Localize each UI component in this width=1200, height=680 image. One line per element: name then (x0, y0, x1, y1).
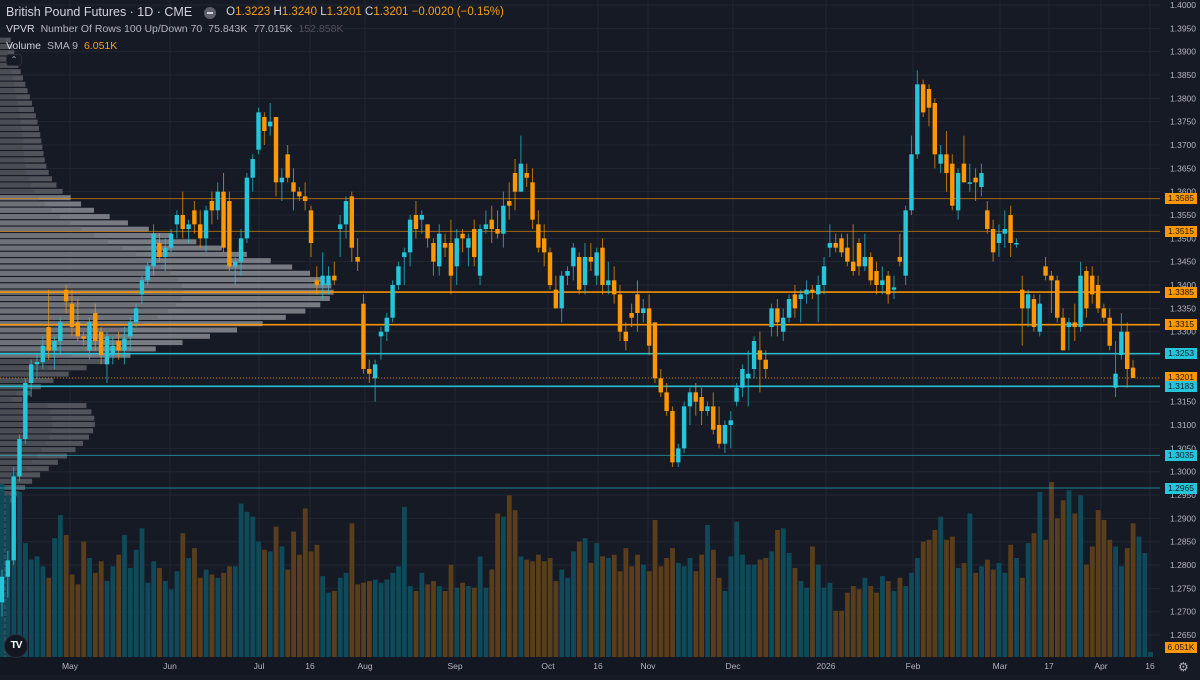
high-label: H (273, 6, 282, 18)
svg-text:Nov: Nov (640, 661, 656, 671)
price-tag: 1.3515 (1165, 225, 1197, 237)
ohlc-values: O1.3223 H1.3240 L1.3201 C1.3201 −0.0020 … (226, 4, 504, 21)
svg-text:2026: 2026 (817, 661, 836, 671)
low-value: 1.3201 (326, 6, 362, 18)
volume-name[interactable]: Volume (6, 40, 42, 52)
collapse-legend-button[interactable]: ⌃ (6, 54, 22, 66)
minus-circle-icon[interactable] (204, 6, 217, 19)
svg-text:1.3500: 1.3500 (1170, 233, 1196, 243)
svg-text:Feb: Feb (906, 661, 921, 671)
svg-text:1.3600: 1.3600 (1170, 187, 1196, 197)
open-value: 1.3223 (235, 6, 271, 18)
svg-text:1.2900: 1.2900 (1170, 513, 1196, 523)
svg-text:Jul: Jul (254, 661, 265, 671)
svg-text:1.3400: 1.3400 (1170, 280, 1196, 290)
svg-text:Jun: Jun (163, 661, 177, 671)
svg-text:Aug: Aug (357, 661, 372, 671)
svg-text:Oct: Oct (541, 661, 555, 671)
svg-text:1.3800: 1.3800 (1170, 93, 1196, 103)
svg-text:1.2750: 1.2750 (1170, 583, 1196, 593)
svg-text:1.2850: 1.2850 (1170, 537, 1196, 547)
vpvr-params: Number Of Rows 100 Up/Down 70 (40, 23, 203, 35)
price-axis[interactable]: 1.4000 1.3950 1.3900 1.3850 1.3800 1.3750 1.37… (1170, 0, 1196, 640)
time-axis-bg (0, 657, 1160, 675)
svg-text:16: 16 (305, 661, 315, 671)
svg-text:1.3050: 1.3050 (1170, 443, 1196, 453)
svg-text:1.3750: 1.3750 (1170, 117, 1196, 127)
svg-text:Mar: Mar (993, 661, 1008, 671)
svg-text:1.3450: 1.3450 (1170, 257, 1196, 267)
vpvr-row[interactable]: VPVR Number Of Rows 100 Up/Down 70 75.84… (6, 21, 504, 38)
price-tag: 1.2965 (1165, 482, 1197, 494)
price-tag: 1.3315 (1165, 319, 1197, 331)
svg-text:1.4000: 1.4000 (1170, 0, 1196, 10)
svg-text:1.2650: 1.2650 (1170, 630, 1196, 640)
close-label: C (365, 6, 374, 18)
svg-text:1.3300: 1.3300 (1170, 327, 1196, 337)
price-tag: 1.3385 (1165, 286, 1197, 298)
price-tag: 1.3253 (1165, 348, 1197, 360)
svg-text:1.2700: 1.2700 (1170, 607, 1196, 617)
price-tag: 1.3035 (1165, 449, 1197, 461)
chart-legend: British Pound Futures · 1D · CME O1.3223… (6, 4, 504, 55)
change-value: −0.0020 (−0.15%) (411, 6, 504, 18)
volume-row[interactable]: Volume SMA 9 6.051K (6, 38, 504, 55)
svg-text:1.2950: 1.2950 (1170, 490, 1196, 500)
svg-text:17: 17 (1044, 661, 1054, 671)
svg-text:Sep: Sep (447, 661, 462, 671)
volume-bars (0, 472, 1154, 657)
price-axis-bg (1160, 0, 1200, 675)
vpvr-up-volume: 75.843K (208, 23, 248, 35)
svg-text:1.3950: 1.3950 (1170, 23, 1196, 33)
horizontal-levels[interactable] (0, 198, 1160, 489)
svg-text:May: May (62, 661, 79, 671)
volume-params: SMA 9 (47, 40, 78, 52)
vpvr-name[interactable]: VPVR (6, 23, 35, 35)
svg-text:1.3350: 1.3350 (1170, 303, 1196, 313)
symbol-title[interactable]: British Pound Futures · 1D · CME (6, 5, 193, 19)
svg-text:1.3850: 1.3850 (1170, 70, 1196, 80)
time-axis[interactable]: May Jun Jul 16 Aug Sep Oct 16 Nov Dec 2026 Feb Mar 17… (62, 661, 1155, 671)
svg-text:Dec: Dec (725, 661, 741, 671)
vpvr-total-volume: 152.858K (298, 23, 344, 35)
close-value: 1.3201 (373, 6, 409, 18)
symbol-row: British Pound Futures · 1D · CME O1.3223… (6, 4, 504, 21)
svg-text:1.3150: 1.3150 (1170, 397, 1196, 407)
svg-text:16: 16 (1145, 661, 1155, 671)
tradingview-logo-icon[interactable]: TV (4, 634, 28, 658)
price-tag: 1.3585 (1165, 193, 1197, 205)
svg-text:1.3100: 1.3100 (1170, 420, 1196, 430)
svg-text:1.2800: 1.2800 (1170, 560, 1196, 570)
svg-text:1.3700: 1.3700 (1170, 140, 1196, 150)
low-label: L (320, 6, 327, 18)
svg-text:Apr: Apr (1094, 661, 1107, 671)
svg-text:1.3000: 1.3000 (1170, 467, 1196, 477)
svg-text:1.3900: 1.3900 (1170, 47, 1196, 57)
price-tag: 1.3183 (1165, 380, 1197, 392)
vpvr-down-volume: 77.015K (253, 23, 293, 35)
high-value: 1.3240 (281, 6, 318, 18)
price-tag: 1.3201 (1165, 372, 1197, 384)
open-label: O (226, 6, 236, 18)
svg-text:16: 16 (593, 661, 603, 671)
price-tag: 6.051K (1165, 641, 1197, 653)
svg-text:1.3650: 1.3650 (1170, 163, 1196, 173)
volume-sma-value: 6.051K (83, 40, 118, 52)
svg-text:1.3550: 1.3550 (1170, 210, 1196, 220)
candlesticks (0, 70, 1136, 617)
chevron-up-icon: ⌃ (10, 55, 18, 64)
gear-icon[interactable]: ⚙ (1178, 660, 1189, 674)
